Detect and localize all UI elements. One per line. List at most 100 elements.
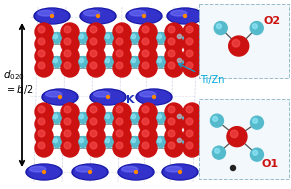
Circle shape — [186, 26, 193, 33]
Circle shape — [253, 118, 258, 123]
Ellipse shape — [89, 97, 127, 100]
Circle shape — [87, 23, 105, 41]
Ellipse shape — [38, 10, 54, 16]
Circle shape — [61, 35, 79, 53]
Circle shape — [113, 23, 131, 41]
Circle shape — [175, 57, 187, 67]
Ellipse shape — [171, 10, 187, 16]
Circle shape — [105, 114, 109, 119]
Circle shape — [52, 112, 63, 123]
Circle shape — [90, 142, 97, 149]
Circle shape — [116, 50, 123, 57]
Circle shape — [64, 50, 71, 57]
Circle shape — [139, 127, 157, 145]
Circle shape — [186, 62, 193, 69]
Circle shape — [77, 136, 88, 147]
Circle shape — [52, 33, 63, 43]
Circle shape — [131, 58, 136, 63]
Circle shape — [142, 38, 149, 45]
Circle shape — [186, 50, 193, 57]
Circle shape — [113, 127, 131, 145]
Circle shape — [87, 115, 105, 133]
Circle shape — [61, 59, 79, 77]
Ellipse shape — [36, 9, 68, 23]
Circle shape — [168, 26, 175, 33]
Circle shape — [165, 103, 183, 121]
Circle shape — [38, 62, 45, 69]
Circle shape — [116, 130, 123, 137]
Circle shape — [165, 115, 183, 133]
Circle shape — [87, 139, 105, 157]
Ellipse shape — [162, 164, 198, 180]
Ellipse shape — [166, 16, 204, 19]
Circle shape — [38, 142, 45, 149]
Circle shape — [168, 106, 175, 113]
Circle shape — [229, 36, 249, 56]
Circle shape — [215, 148, 220, 153]
Circle shape — [143, 15, 146, 17]
Ellipse shape — [167, 8, 203, 24]
Circle shape — [105, 58, 109, 63]
Circle shape — [142, 62, 149, 69]
Circle shape — [131, 138, 136, 143]
Circle shape — [105, 34, 109, 39]
Ellipse shape — [33, 16, 71, 19]
Circle shape — [251, 116, 263, 129]
Circle shape — [42, 170, 45, 174]
Ellipse shape — [122, 166, 138, 172]
Circle shape — [175, 136, 187, 147]
Circle shape — [61, 139, 79, 157]
Circle shape — [38, 38, 45, 45]
Ellipse shape — [42, 89, 78, 105]
Ellipse shape — [166, 166, 182, 172]
Circle shape — [212, 146, 226, 159]
Circle shape — [113, 47, 131, 65]
Circle shape — [116, 118, 123, 125]
Ellipse shape — [74, 165, 106, 179]
Circle shape — [58, 96, 61, 98]
Circle shape — [230, 130, 238, 138]
Circle shape — [38, 106, 45, 113]
Circle shape — [139, 115, 157, 133]
Circle shape — [139, 59, 157, 77]
Circle shape — [186, 142, 193, 149]
Ellipse shape — [72, 164, 108, 180]
Circle shape — [53, 114, 58, 119]
Circle shape — [113, 103, 131, 121]
Circle shape — [129, 57, 141, 67]
Ellipse shape — [90, 89, 126, 105]
Circle shape — [79, 138, 84, 143]
Circle shape — [165, 23, 183, 41]
Circle shape — [131, 114, 136, 119]
Circle shape — [184, 15, 187, 17]
Text: $d_{020}$: $d_{020}$ — [3, 68, 25, 82]
Circle shape — [178, 114, 182, 119]
Circle shape — [178, 138, 182, 143]
Circle shape — [230, 166, 235, 170]
Circle shape — [179, 170, 182, 174]
Ellipse shape — [92, 90, 124, 104]
Circle shape — [90, 106, 97, 113]
Circle shape — [64, 38, 71, 45]
Circle shape — [64, 130, 71, 137]
Ellipse shape — [41, 97, 79, 100]
Ellipse shape — [161, 172, 199, 175]
Ellipse shape — [118, 164, 154, 180]
Circle shape — [38, 50, 45, 57]
Ellipse shape — [44, 90, 76, 104]
Circle shape — [168, 142, 175, 149]
Circle shape — [64, 26, 71, 33]
Circle shape — [35, 127, 53, 145]
Ellipse shape — [169, 9, 201, 23]
Circle shape — [104, 136, 114, 147]
Ellipse shape — [120, 165, 152, 179]
Circle shape — [139, 35, 157, 53]
Ellipse shape — [94, 91, 110, 97]
Circle shape — [129, 112, 141, 123]
Circle shape — [113, 35, 131, 53]
Circle shape — [139, 47, 157, 65]
Circle shape — [131, 34, 136, 39]
Ellipse shape — [135, 97, 173, 100]
Ellipse shape — [125, 16, 163, 19]
Circle shape — [35, 59, 53, 77]
